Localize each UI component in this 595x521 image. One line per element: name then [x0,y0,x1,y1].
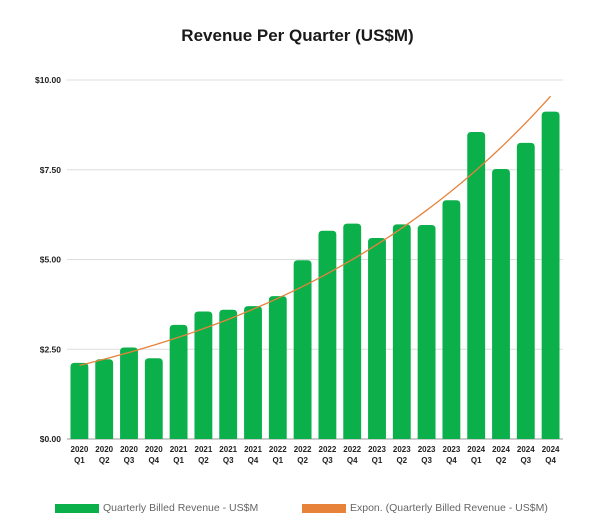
x-tick-label-year: 2022 [294,445,312,454]
x-tick-label-quarter: Q3 [223,456,234,465]
x-tick-label-year: 2022 [343,445,361,454]
bar [516,142,535,439]
x-tick-label-quarter: Q4 [446,456,457,465]
x-tick-label-year: 2021 [195,445,213,454]
x-tick-label-year: 2021 [244,445,262,454]
bar [70,362,89,439]
x-tick-label-quarter: Q3 [124,456,135,465]
bars [70,111,560,440]
y-tick-label: $10.00 [35,75,61,85]
gridlines [67,79,563,440]
bar [120,347,138,439]
x-tick-label-year: 2023 [368,445,386,454]
x-tick-label-year: 2020 [145,445,163,454]
x-tick-label-quarter: Q1 [272,456,283,465]
x-tick-label-quarter: Q2 [396,456,407,465]
bar [467,132,486,439]
x-tick-label-year: 2023 [393,445,411,454]
bar [95,359,114,439]
bar [169,324,188,439]
x-tick-label-year: 2022 [319,445,337,454]
x-tick-label-quarter: Q1 [471,456,482,465]
x-tick-label-quarter: Q4 [545,456,556,465]
x-tick-label-quarter: Q3 [322,456,333,465]
x-tick-label-year: 2023 [443,445,461,454]
x-tick-label-year: 2020 [95,445,113,454]
x-tick-label-year: 2020 [120,445,138,454]
chart-title: Revenue Per Quarter (US$M) [181,26,414,45]
legend-entry-revenue: Quarterly Billed Revenue - US$M [55,502,258,514]
x-tick-label-year: 2021 [170,445,188,454]
x-tick-label-year: 2022 [269,445,287,454]
x-tick-label-year: 2024 [517,445,535,454]
legend-label-revenue: Quarterly Billed Revenue - US$M [103,502,259,514]
y-tick-label: $7.50 [40,165,62,175]
x-tick-label-quarter: Q1 [372,456,383,465]
trendline [79,95,552,367]
legend-swatch-revenue [55,503,99,513]
legend-label-trendline: Expon. (Quarterly Billed Revenue - US$M) [350,502,548,514]
x-tick-label-quarter: Q2 [99,456,110,465]
x-tick-label-quarter: Q4 [248,456,259,465]
y-tick-label: $5.00 [40,255,62,265]
x-tick-label-quarter: Q2 [496,456,507,465]
legend-swatch-trendline [302,503,346,513]
trendline-layer [79,95,552,367]
y-axis-tick-labels: $0.00 $2.50 $5.00 $7.50 $10.00 [35,75,61,444]
x-tick-label-quarter: Q2 [297,456,308,465]
bar [541,111,560,439]
x-tick-label-quarter: Q4 [148,456,159,465]
y-tick-label: $2.50 [40,344,62,354]
bar [417,225,436,439]
x-tick-label-quarter: Q4 [347,456,358,465]
bar [492,169,510,440]
x-tick-label-quarter: Q2 [198,456,209,465]
x-tick-label-quarter: Q3 [421,456,432,465]
x-tick-label-year: 2023 [418,445,436,454]
bar [392,224,411,439]
x-tick-label-year: 2024 [492,445,510,454]
bar [268,296,287,439]
x-tick-label-year: 2020 [71,445,89,454]
bar [144,358,163,439]
bar [442,200,461,439]
bar [244,306,262,439]
x-tick-label-quarter: Q1 [173,456,184,465]
legend-entry-trendline: Expon. (Quarterly Billed Revenue - US$M) [302,502,548,514]
bar [318,230,337,439]
y-tick-label: $0.00 [40,434,62,444]
x-axis-tick-labels: 2020 Q1 2020 Q2 2020 Q3 2020 Q4 2021 Q1 2021 Q2 2021… [71,445,561,465]
bar [343,223,362,439]
x-tick-label-quarter: Q1 [74,456,85,465]
x-tick-label-year: 2024 [467,445,485,454]
bar-chart: $0.00$2.50$5.00$7.50$10.00 2020Q12020Q22… [35,75,563,465]
x-tick-label-year: 2024 [542,445,560,454]
bar [219,309,238,439]
x-tick-label-quarter: Q3 [520,456,531,465]
x-tick-label-year: 2021 [219,445,237,454]
bar [368,237,386,439]
bar [293,260,312,439]
bar [194,311,213,439]
